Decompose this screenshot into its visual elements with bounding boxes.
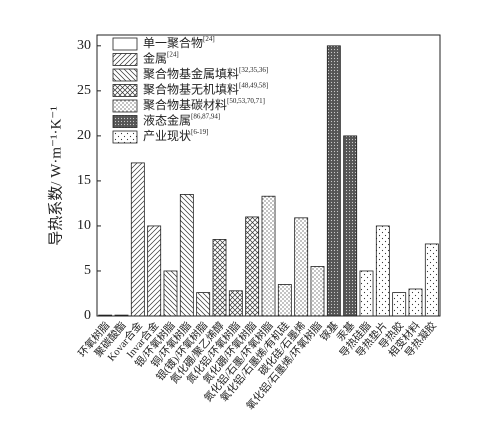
legend-ref: [86,87,94] (191, 112, 220, 120)
bar (326, 45, 341, 317)
bar (343, 135, 358, 317)
legend-name: 单一聚合物 (143, 35, 203, 50)
legend-ref: [48,49,58] (239, 81, 268, 89)
bar (163, 270, 178, 317)
legend-ref: [6-19] (191, 128, 209, 136)
bar (359, 270, 374, 317)
legend-label: 液态金属[86,87,94] (143, 112, 220, 127)
bar (130, 162, 145, 317)
legend-name: 聚合物基无机填料 (143, 81, 239, 96)
legend-label: 金属[24] (143, 50, 179, 65)
legend-swatch (112, 37, 138, 51)
y-tick-label: 5 (84, 263, 91, 278)
legend-name: 聚合物基金属填料 (143, 66, 239, 81)
bar (375, 225, 390, 317)
legend-label: 聚合物基金属填料[32,35,36] (143, 66, 268, 81)
bar (424, 243, 439, 317)
legend-ref: [24] (167, 50, 179, 58)
legend-ref: [24] (203, 35, 215, 43)
legend-swatch (112, 84, 138, 97)
legend-ref: [50,53,70,71] (227, 97, 265, 105)
bar (392, 292, 407, 317)
bar (261, 195, 276, 317)
legend-name: 金属 (143, 50, 167, 65)
legend-swatch (112, 68, 138, 82)
legend-ref: [32,35,36] (239, 66, 268, 74)
plot-frame (96, 34, 441, 317)
y-axis-label: 导热系数/ W·m⁻¹·K⁻¹ (47, 106, 64, 245)
legend-label: 单一聚合物[24] (143, 35, 215, 50)
bar (310, 266, 325, 317)
bar (228, 290, 243, 317)
y-tick-label: 0 (84, 308, 91, 323)
y-tick-label: 10 (77, 218, 91, 233)
bar (277, 284, 292, 317)
bar (179, 194, 194, 317)
legend-swatch (112, 53, 138, 66)
y-tick-label: 30 (77, 38, 91, 53)
bar (196, 292, 211, 317)
legend-label: 产业现状[6-19] (143, 128, 209, 143)
legend-swatch (112, 115, 138, 128)
bar (294, 217, 309, 317)
y-tick-label: 25 (77, 83, 91, 98)
y-tick-label: 20 (77, 128, 91, 143)
legend-name: 聚合物基碳材料 (143, 97, 227, 112)
bar (147, 225, 162, 317)
bar (408, 288, 423, 317)
legend-swatch (112, 99, 138, 113)
legend-name: 液态金属 (143, 112, 191, 127)
legend-name: 产业现状 (143, 129, 191, 143)
legend-label: 聚合物基无机填料[48,49,58] (143, 81, 268, 96)
y-tick-label: 15 (77, 173, 91, 188)
legend-swatch (112, 130, 138, 144)
bar (245, 216, 260, 317)
bar (212, 239, 227, 317)
legend-label: 聚合物基碳材料[50,53,70,71] (143, 97, 265, 112)
